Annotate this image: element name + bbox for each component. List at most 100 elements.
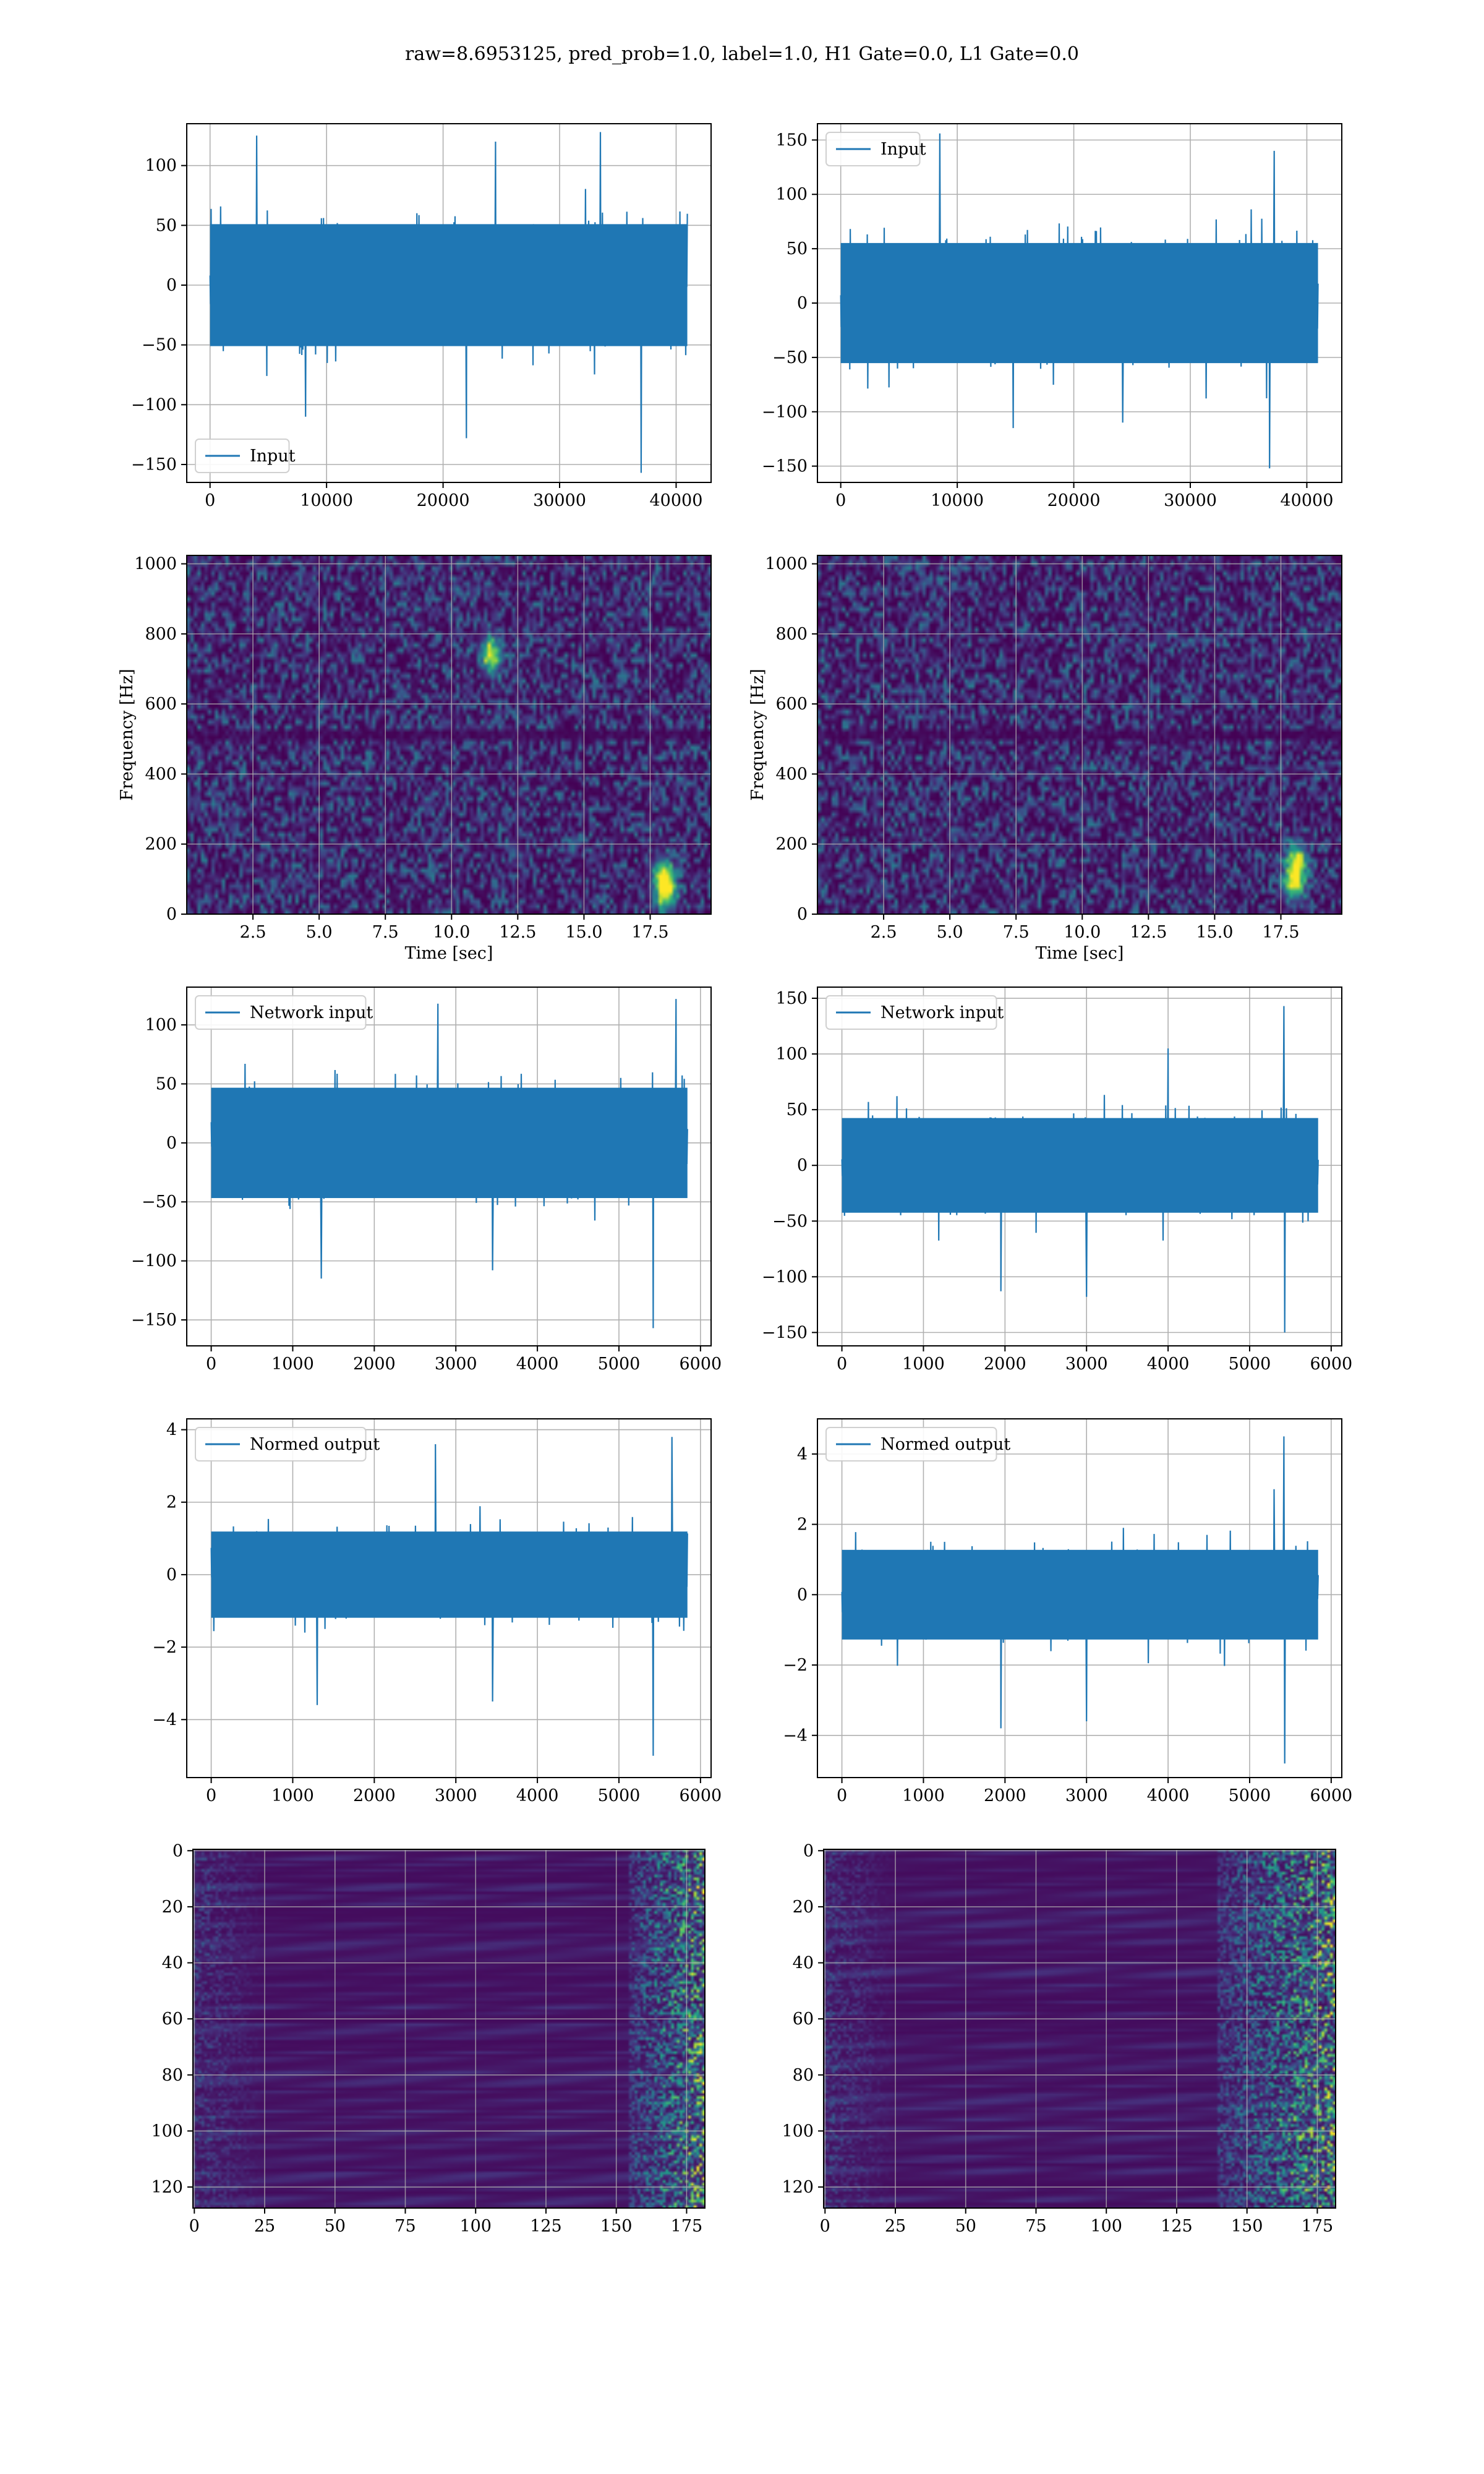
x-tick-label: 5.0 — [306, 923, 333, 942]
y-tick-label: 50 — [787, 239, 808, 259]
chart-l1-spectrogram: 2.5 5.0 7.5 10.0 12.5 15.0 17.5 0 200 400 600 800 10… — [748, 555, 1342, 963]
y-tick-label: 600 — [145, 695, 177, 714]
x-tick-label: 12.5 — [1130, 923, 1167, 942]
y-tick-label: 100 — [145, 1016, 177, 1035]
x-tick-label: 20000 — [417, 491, 470, 510]
spectrogram-image — [187, 555, 711, 914]
axes-frame — [817, 123, 1342, 483]
legend-box — [825, 132, 921, 166]
x-tick-label: 50 — [325, 2217, 346, 2236]
x-tick-label: 3000 — [1065, 1355, 1108, 1374]
legend-label: Input — [250, 447, 296, 466]
x-tick-label: 5000 — [598, 1786, 641, 1805]
grid-h1-spectrogram — [187, 555, 711, 915]
x-tick-label: 30000 — [533, 491, 586, 510]
chart-h1-feature-map: 0 25 50 75 100 125 150 175 0 20 40 60 80 100 120 — [151, 1841, 706, 2236]
y-tick-label: 100 — [145, 156, 177, 176]
y-tick-label: 0 — [166, 905, 177, 924]
x-tick-label: 1000 — [271, 1786, 314, 1805]
x-tick-label: 2000 — [984, 1786, 1026, 1805]
x-tick-label: 50 — [955, 2217, 976, 2236]
x-tick-label: 1000 — [902, 1786, 945, 1805]
y-tick-label: −50 — [142, 336, 177, 355]
x-tick-label: 1000 — [271, 1355, 314, 1374]
y-tick-label: 80 — [793, 2066, 814, 2085]
x-tick-label: 6000 — [679, 1355, 722, 1374]
series-core — [842, 1118, 1318, 1213]
chart-l1-input: 0 10000 20000 30000 40000 −150 −100 −50 0 50 100 15… — [762, 123, 1342, 510]
x-tick-label: 2000 — [353, 1355, 396, 1374]
axes-frame — [186, 555, 712, 915]
x-tick-label: 0 — [835, 491, 846, 510]
x-tick-label: 5.0 — [937, 923, 963, 942]
y-axis-label: Frequency [Hz] — [117, 669, 137, 800]
legend-box — [195, 1427, 367, 1462]
y-tick-label: 0 — [166, 1134, 177, 1153]
axes-frame — [186, 987, 712, 1346]
x-tick-label: 10000 — [300, 491, 353, 510]
y-tick-label: 400 — [775, 764, 808, 784]
x-tick-label: 7.5 — [372, 923, 399, 942]
x-tick-label: 150 — [600, 2217, 633, 2236]
x-tick-label: 100 — [1090, 2217, 1122, 2236]
y-axis-label: Frequency [Hz] — [748, 669, 767, 800]
x-tick-label: 125 — [1161, 2217, 1193, 2236]
y-tick-label: 1000 — [765, 555, 808, 574]
x-tick-label: 2.5 — [871, 923, 897, 942]
x-tick-label: 150 — [1231, 2217, 1263, 2236]
spectrogram-image — [817, 555, 1342, 914]
y-tick-label: 400 — [145, 764, 177, 784]
y-tick-label: −100 — [131, 1252, 177, 1271]
x-tick-label: 3000 — [435, 1355, 477, 1374]
y-tick-label: 50 — [156, 1074, 177, 1094]
y-tick-label: 50 — [156, 216, 177, 235]
x-tick-label: 1000 — [902, 1355, 945, 1374]
series-core — [840, 242, 1318, 364]
x-tick-label: 100 — [459, 2217, 492, 2236]
chart-l1-network-input: 0 1000 2000 3000 4000 5000 6000 −150 −100 −50 0 50 1… — [762, 987, 1352, 1374]
y-tick-label: −100 — [762, 403, 808, 422]
x-tick-label: 0 — [189, 2217, 200, 2236]
chart-h1-spectrogram: 2.5 5.0 7.5 10.0 12.5 15.0 17.5 0 200 400 600 800 10… — [117, 555, 712, 963]
x-tick-label: 125 — [530, 2217, 562, 2236]
y-tick-label: 0 — [797, 905, 808, 924]
x-tick-label: 6000 — [1310, 1786, 1352, 1805]
y-tick-label: 20 — [793, 1898, 814, 1917]
y-tick-label: 4 — [797, 1445, 808, 1464]
chart-l1-feature-map: 0 25 50 75 100 125 150 175 0 20 40 60 80 100 120 — [782, 1841, 1336, 2236]
y-tick-label: −150 — [762, 1323, 808, 1342]
series-core — [211, 1531, 688, 1618]
y-tick-label: −50 — [142, 1192, 177, 1212]
chart-h1-network-input: 0 1000 2000 3000 4000 5000 6000 −150 −100 −50 0 50 1… — [131, 987, 722, 1374]
y-tick-label: 40 — [793, 1954, 814, 1973]
x-tick-label: 5000 — [1229, 1355, 1271, 1374]
axes-frame — [186, 123, 712, 483]
x-tick-label: 4000 — [1147, 1355, 1190, 1374]
axes-frame — [823, 1849, 1336, 2209]
x-axis-label: Time [sec] — [1036, 944, 1124, 963]
y-tick-label: −4 — [152, 1710, 177, 1729]
chart-h1-input: 0 10000 20000 30000 40000 −150 −100 −50 0 50 100 In… — [131, 123, 712, 510]
axes-frame — [192, 1849, 706, 2209]
x-tick-label: 2.5 — [240, 923, 267, 942]
x-tick-label: 6000 — [679, 1786, 722, 1805]
feature-map-image — [824, 1849, 1336, 2208]
legend-label: Network input — [250, 1003, 373, 1022]
y-tick-label: 2 — [797, 1515, 808, 1534]
x-tick-label: 25 — [254, 2217, 275, 2236]
x-tick-label: 7.5 — [1003, 923, 1030, 942]
figure-title: raw=8.6953125, pred_prob=1.0, label=1.0,… — [405, 43, 1079, 65]
x-tick-label: 40000 — [1281, 491, 1334, 510]
chart-l1-normed-output: 0 1000 2000 3000 4000 5000 6000 −4 −2 0 2 4 Normed o… — [783, 1418, 1352, 1805]
y-tick-label: −2 — [783, 1656, 808, 1675]
legend: Normed output — [825, 1427, 1010, 1462]
legend-label: Network input — [881, 1003, 1004, 1022]
y-tick-label: −4 — [783, 1726, 808, 1745]
y-tick-label: 120 — [782, 2178, 814, 2197]
x-tick-label: 0 — [205, 491, 215, 510]
x-tick-label: 4000 — [1147, 1786, 1190, 1805]
y-tick-label: 0 — [166, 1565, 177, 1585]
y-tick-label: 0 — [797, 1156, 808, 1175]
y-tick-label: 50 — [787, 1100, 808, 1119]
y-tick-label: 600 — [775, 695, 808, 714]
